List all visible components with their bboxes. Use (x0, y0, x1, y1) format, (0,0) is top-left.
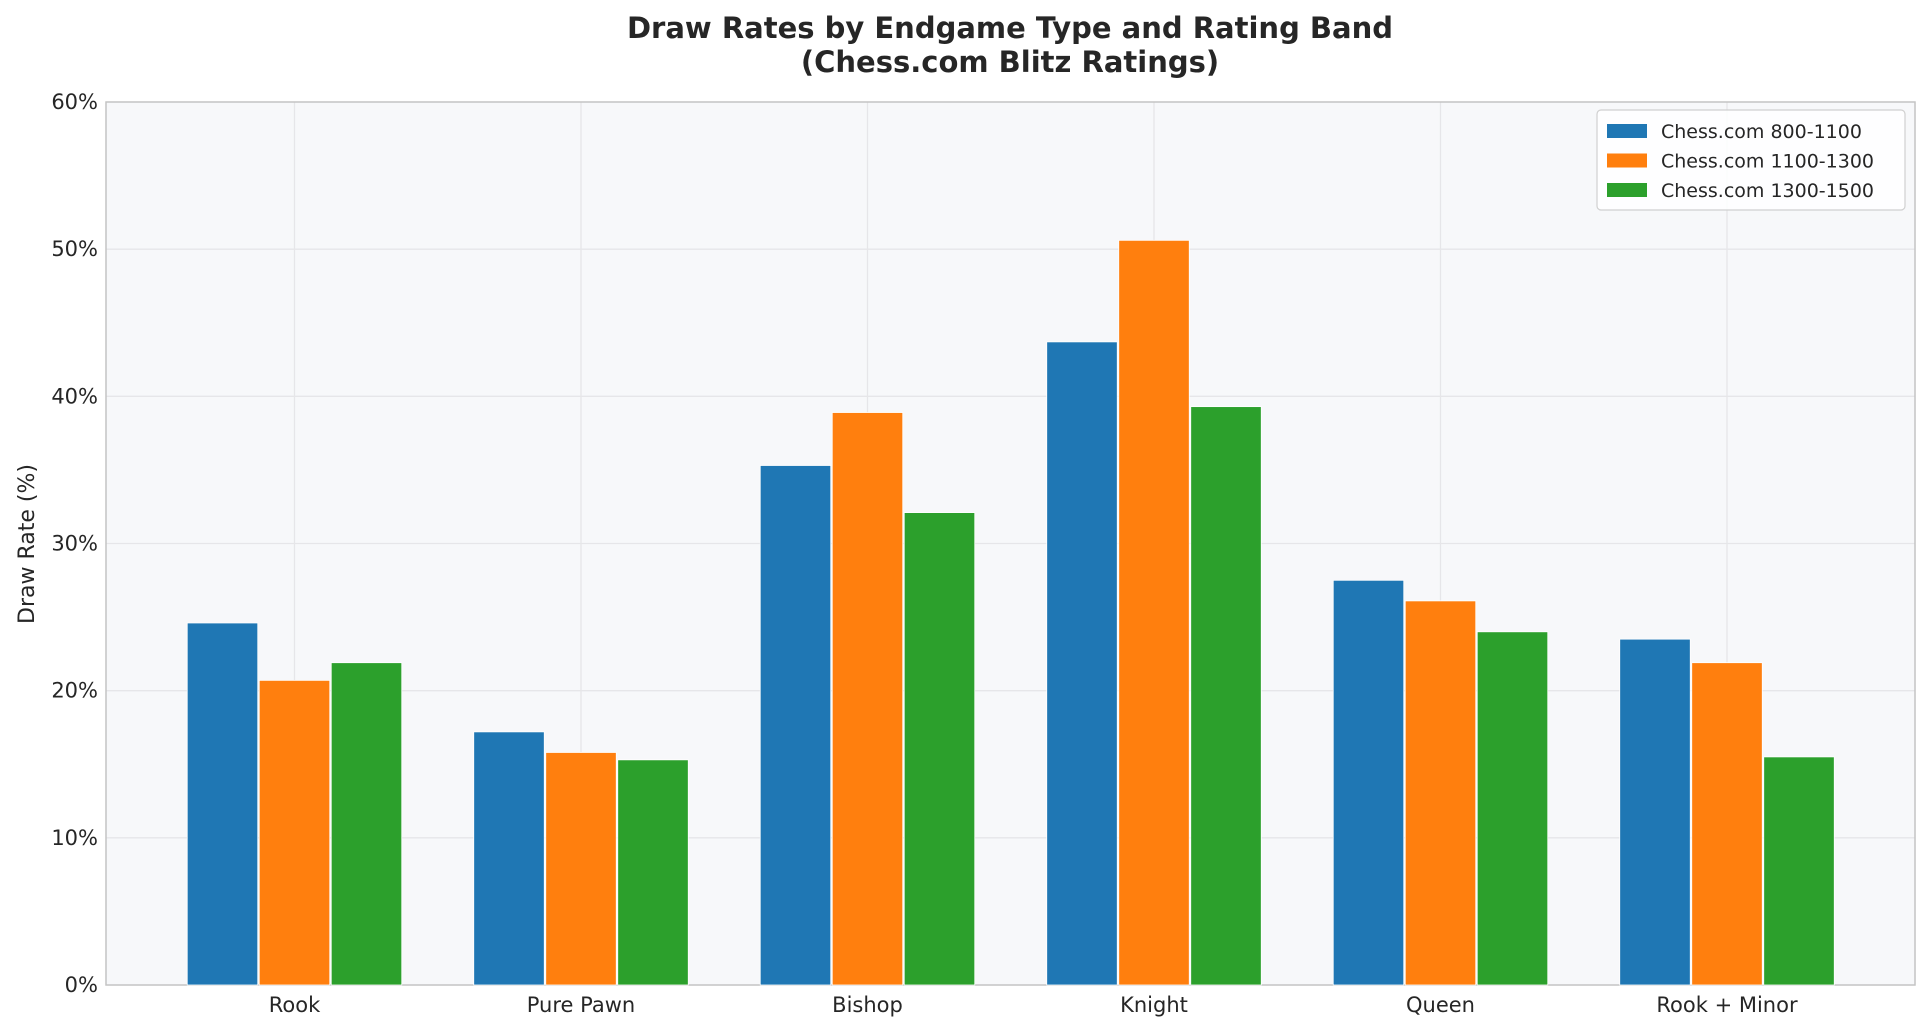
bar-queen-series-3 (1476, 631, 1549, 986)
legend-label: Chess.com 1100-1300 (1661, 151, 1874, 173)
bar-bishop-series-3 (903, 512, 976, 986)
legend: Chess.com 800-1100 Chess.com 1100-1300 Che… (1596, 109, 1906, 211)
bar-rook-series-2 (258, 679, 331, 986)
bar-rook-minor-series-3 (1763, 756, 1835, 986)
y-tick-label: 60% (51, 90, 98, 114)
bar-knight-series-3 (1190, 406, 1262, 986)
plot-frame (105, 101, 1916, 986)
legend-swatch (1607, 124, 1647, 138)
x-tick-label: Queen (1406, 993, 1475, 1017)
legend-box (1596, 109, 1906, 211)
y-tick-label: 30% (51, 532, 98, 556)
y-tick-label: 0% (65, 973, 98, 997)
y-tick-label: 10% (51, 826, 98, 850)
legend-swatch (1607, 183, 1647, 197)
y-tick-label: 20% (51, 679, 98, 703)
bar-queen-series-1 (1332, 579, 1405, 986)
bar-queen-series-2 (1404, 600, 1477, 986)
bar-rook-minor-series-2 (1691, 662, 1763, 986)
y-tick-label: 40% (51, 384, 98, 408)
y-tick-label: 50% (51, 237, 98, 261)
bar-knight-series-1 (1046, 341, 1118, 986)
bar-bishop-series-1 (759, 465, 832, 986)
bar-rook-series-1 (186, 622, 259, 986)
x-axis-ticks: Rook Pure Pawn Bishop Knight Queen Rook + Min… (269, 993, 1798, 1017)
chart-subtitle: (Chess.com Blitz Ratings) (801, 45, 1219, 79)
bar-bishop-series-2 (831, 412, 904, 986)
legend-label: Chess.com 1300-1500 (1661, 180, 1874, 202)
bar-knight-series-2 (1118, 239, 1190, 986)
chart-title: Draw Rates by Endgame Type and Rating Ba… (627, 11, 1393, 45)
legend-swatch (1607, 153, 1647, 168)
bar-pure-pawn-series-2 (545, 752, 617, 986)
legend-label: Chess.com 800-1100 (1661, 121, 1862, 143)
y-axis-ticks: 0% 10% 20% 30% 40% 50% 60% (51, 90, 98, 997)
x-tick-label: Knight (1120, 993, 1188, 1017)
bar-pure-pawn-series-3 (617, 759, 689, 986)
x-tick-label: Rook (269, 993, 321, 1017)
bar-rook-series-3 (330, 662, 403, 986)
y-axis-label: Draw Rate (%) (15, 464, 40, 624)
x-tick-label: Pure Pawn (527, 993, 635, 1017)
bar-rook-minor-series-1 (1619, 638, 1691, 986)
x-tick-label: Bishop (832, 993, 903, 1017)
x-tick-label: Rook + Minor (1656, 993, 1798, 1017)
bar-pure-pawn-series-1 (473, 731, 545, 986)
bars (186, 239, 1835, 986)
